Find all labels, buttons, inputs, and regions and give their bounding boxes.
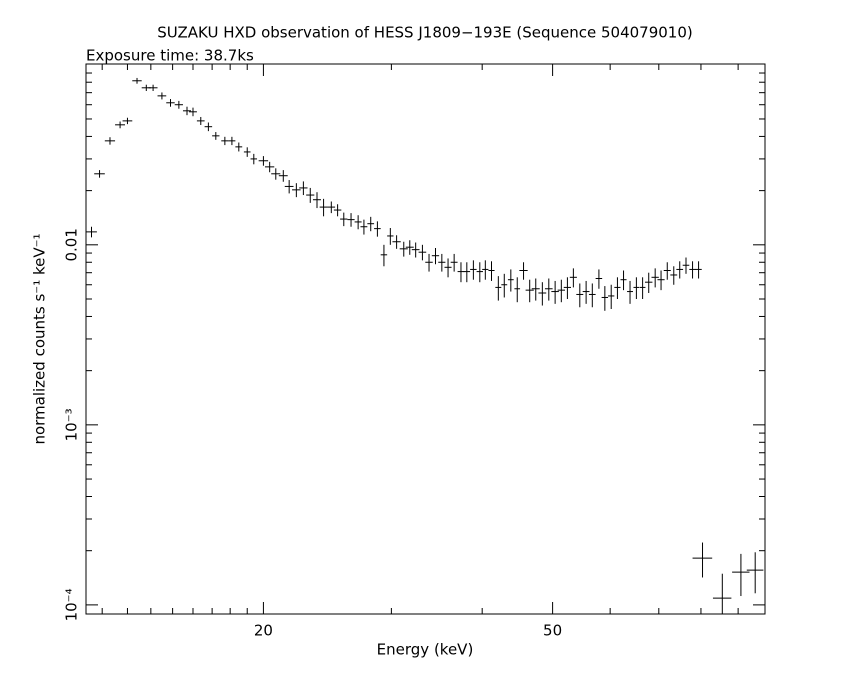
y-tick-label: 10⁻⁴ <box>63 588 81 621</box>
y-tick-label: 0.01 <box>63 228 81 261</box>
y-tick-label: 10⁻³ <box>63 408 81 441</box>
plot-frame <box>85 63 766 615</box>
x-axis-label: Energy (keV) <box>377 641 474 659</box>
x-tick-label: 20 <box>254 622 273 640</box>
x-tick-label: 50 <box>543 622 562 640</box>
chart-title: SUZAKU HXD observation of HESS J1809−193… <box>157 24 693 42</box>
chart-subtitle: Exposure time: 38.7ks <box>86 47 254 65</box>
y-axis-label: normalized counts s⁻¹ keV⁻¹ <box>31 233 49 444</box>
